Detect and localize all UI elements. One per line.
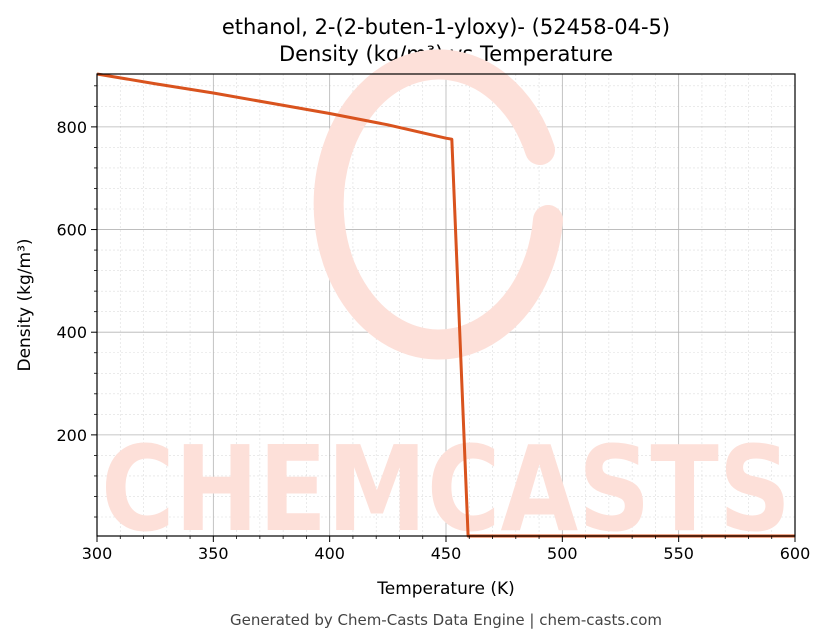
x-tick-label: 400: [314, 544, 345, 563]
y-tick-label: 800: [56, 118, 87, 137]
footer-credit: Generated by Chem-Casts Data Engine | ch…: [230, 611, 662, 629]
x-axis-label: Temperature (K): [376, 579, 515, 599]
x-tick-label: 450: [431, 544, 462, 563]
x-tick-label: 300: [82, 544, 113, 563]
y-tick-label: 200: [56, 426, 87, 445]
y-tick-label: 600: [56, 221, 87, 240]
y-axis: 200 400 600 800: [56, 85, 97, 518]
x-tick-label: 500: [547, 544, 578, 563]
y-tick-label: 400: [56, 323, 87, 342]
chart-title: ethanol, 2-(2-buten-1-yloxy)- (52458-04-…: [222, 15, 670, 39]
watermark-logo-arc: [313, 49, 563, 360]
plot-area: CHEMCASTS: [96, 49, 796, 558]
y-axis-label: Density (kg/m³): [15, 238, 35, 371]
x-tick-label: 550: [663, 544, 694, 563]
x-axis: 300 350 400 450 500 550 600: [82, 536, 811, 563]
x-tick-label: 350: [198, 544, 229, 563]
x-tick-label: 600: [780, 544, 811, 563]
